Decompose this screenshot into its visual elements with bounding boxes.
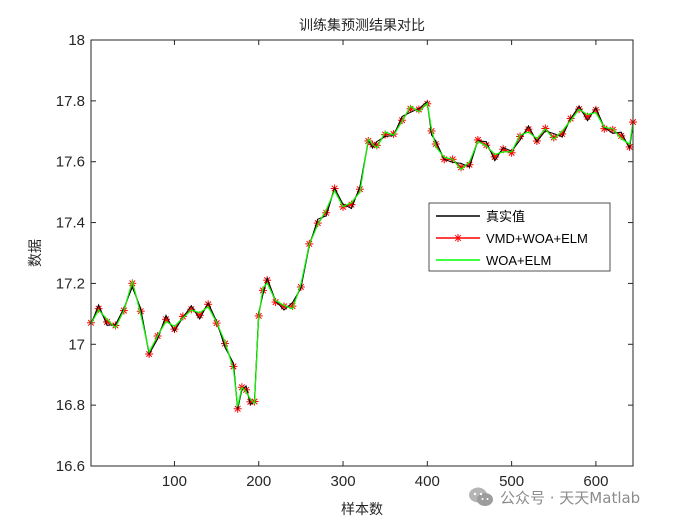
y-tick-label: 17.4 <box>56 215 85 232</box>
x-tick-label: 400 <box>415 473 440 490</box>
series-point-vmd-woa-elm <box>600 124 609 133</box>
y-tick-label: 17.2 <box>56 275 85 292</box>
y-tick-label: 17.8 <box>56 93 85 110</box>
legend: 真实值 VMD+WOA+ELM WOA+ELM <box>428 202 611 272</box>
x-tick-label: 600 <box>583 473 608 490</box>
x-tick-label: 500 <box>499 473 524 490</box>
wechat-icon <box>469 487 493 506</box>
chart-title: 训练集预测结果对比 <box>299 17 425 34</box>
watermark-text: 公众号 · 天天Matlab <box>500 488 641 507</box>
x-axis-label: 样本数 <box>341 502 383 518</box>
series-group <box>87 99 637 413</box>
legend-label: 真实值 <box>486 209 525 224</box>
y-tick-label: 17 <box>68 336 85 353</box>
legend-label: VMD+WOA+ELM <box>486 231 588 246</box>
legend-marker <box>454 234 462 242</box>
y-tick-label: 18 <box>68 32 85 49</box>
y-tick-label: 16.6 <box>56 458 85 475</box>
watermark: 公众号 · 天天Matlab <box>468 482 640 512</box>
series-point-vmd-woa-elm <box>507 148 516 157</box>
x-tick-label: 300 <box>331 473 356 490</box>
series-line-woa-elm <box>90 101 634 407</box>
series-point-vmd-woa-elm <box>271 298 280 307</box>
axis-ticks: 100 200 300 400 500 600 16.6 16.8 17 17.2 17.4 17.6… <box>56 32 633 490</box>
y-tick-label: 16.8 <box>56 397 85 414</box>
x-tick-label: 200 <box>246 473 271 490</box>
y-tick-label: 17.6 <box>56 154 85 171</box>
legend-label: WOA+ELM <box>486 253 551 268</box>
y-axis-label: 数据 <box>28 239 44 267</box>
plot-frame <box>90 39 634 467</box>
x-tick-label: 100 <box>162 473 187 490</box>
